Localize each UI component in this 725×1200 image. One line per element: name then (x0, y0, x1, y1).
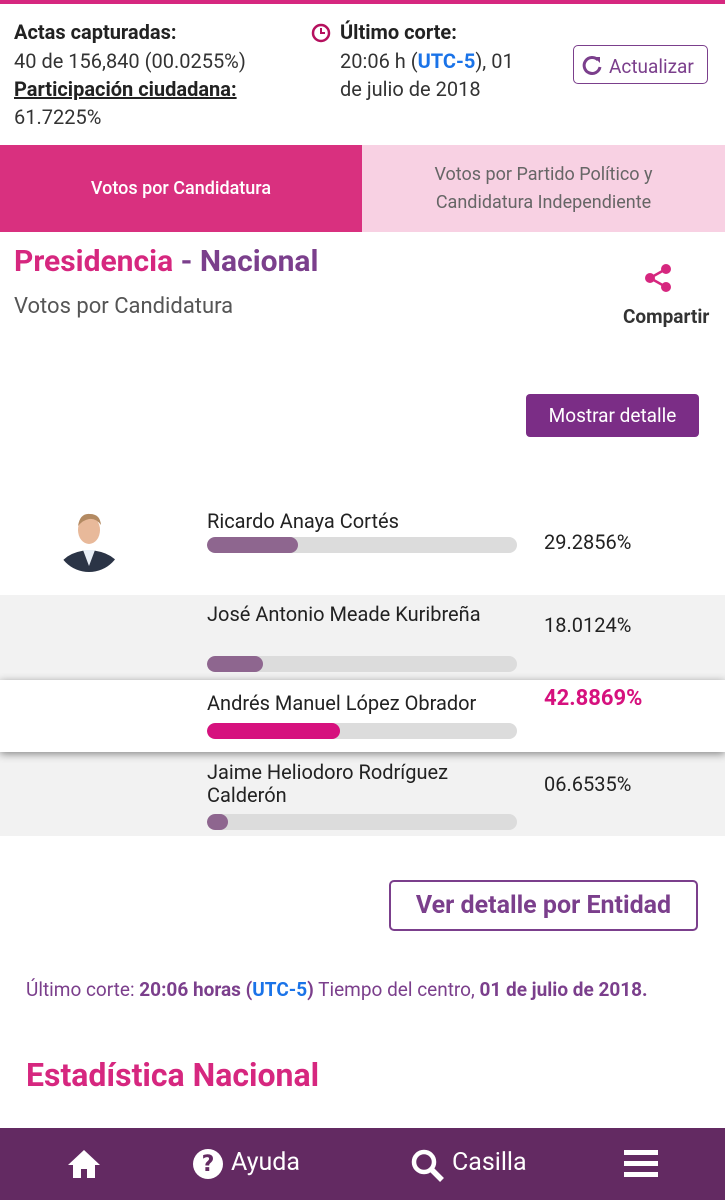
participacion-value: 61.7225% (14, 105, 102, 129)
candidate-name: Ricardo Anaya Cortés (207, 509, 399, 533)
candidate-name: Andrés Manuel López Obrador (207, 691, 477, 715)
bar-track (207, 814, 517, 830)
bar-fill (207, 537, 298, 553)
footer-note: Último corte: 20:06 horas (UTC-5) Tiempo… (26, 976, 696, 1004)
note-time: 20:06 horas ( (139, 978, 253, 1001)
corte-date: de julio de 2018 (340, 77, 481, 101)
candidate-name: José Antonio Meade Kuribreña (207, 602, 481, 626)
share-label[interactable]: Compartir (623, 305, 710, 328)
top-bar (0, 0, 725, 4)
bar-fill (207, 814, 228, 830)
bar-fill (207, 723, 340, 739)
section-subtitle: Votos por Candidatura (14, 294, 234, 319)
search-icon[interactable] (410, 1148, 446, 1182)
corte-label: Último corte: (340, 20, 457, 44)
actas-label: Actas capturadas: (14, 20, 177, 44)
note-tz: UTC-5 (252, 978, 308, 1001)
menu-icon[interactable] (624, 1150, 658, 1178)
candidate-row[interactable]: José Antonio Meade Kuribreña 18.0124% (0, 595, 725, 680)
candidate-row[interactable]: Jaime Heliodoro Rodríguez Calderón 06.653… (0, 752, 725, 836)
candidate-row[interactable]: Andrés Manuel López Obrador 42.8869% (0, 680, 725, 752)
candidate-name: Jaime Heliodoro Rodríguez Calderón (207, 760, 449, 807)
title-main: Presidencia (14, 244, 174, 279)
candidate-photo (56, 506, 122, 572)
candidate-percent: 06.6535% (544, 772, 632, 796)
tab-active[interactable]: Votos por Candidatura (0, 145, 362, 232)
note-label: Último corte: (26, 978, 140, 1001)
candidate-row[interactable]: Ricardo Anaya Cortés 29.2856% (0, 490, 725, 595)
svg-text:?: ? (202, 1152, 215, 1177)
stats-title: Estadística Nacional (26, 1056, 320, 1094)
bar-fill (207, 656, 263, 672)
candidate-percent: 42.8869% (544, 686, 643, 711)
bar-track (207, 537, 517, 553)
refresh-label: Actualizar (609, 55, 694, 78)
candidate-percent: 29.2856% (544, 530, 632, 554)
clock-icon (311, 23, 331, 43)
refresh-icon (582, 55, 602, 75)
bar-track (207, 723, 517, 739)
search-label[interactable]: Casilla (452, 1148, 527, 1177)
corte-line: 20:06 h (UTC-5), 01 (340, 49, 514, 73)
tab-inactive[interactable]: Votos por Partido Político y Candidatura… (362, 145, 725, 232)
bar-track (207, 656, 517, 672)
participacion-label: Participación ciudadana: (14, 77, 237, 101)
candidate-percent: 18.0124% (544, 613, 632, 637)
actas-value: 40 de 156,840 (00.0255%) (14, 49, 246, 73)
help-label[interactable]: Ayuda (231, 1148, 301, 1177)
detail-button[interactable]: Mostrar detalle (526, 394, 699, 437)
refresh-button[interactable]: Actualizar (573, 45, 708, 84)
note-time-end: ) (307, 978, 314, 1001)
note-zone: Tiempo del centro, (313, 978, 480, 1001)
corte-time: 20:06 h ( (340, 49, 418, 73)
corte-tz: UTC-5 (417, 49, 476, 73)
title-rest: - Nacional (173, 244, 319, 279)
home-icon[interactable] (66, 1148, 102, 1180)
bottom-nav: ? Ayuda Casilla (0, 1128, 725, 1200)
help-icon[interactable]: ? (192, 1148, 224, 1180)
corte-rest: ), 01 (475, 49, 514, 73)
section-title: Presidencia - Nacional (14, 244, 318, 279)
entity-button[interactable]: Ver detalle por Entidad (389, 880, 698, 931)
note-date: 01 de julio de 2018. (479, 978, 648, 1001)
share-icon[interactable] (642, 262, 674, 294)
